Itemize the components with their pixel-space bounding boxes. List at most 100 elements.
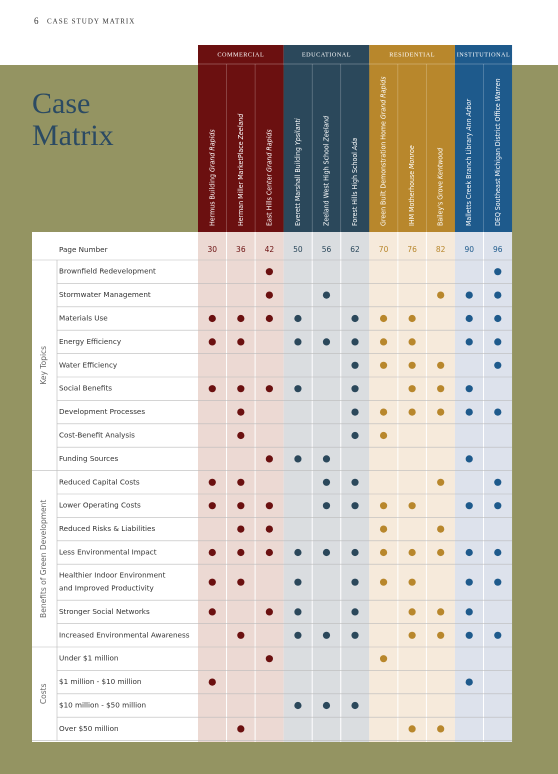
group-header [198,45,284,232]
column-header: Forest Hills High School Ada [351,138,359,226]
dot [379,502,388,510]
building-city: Monroe [408,145,416,169]
building-city: Ypsilanti [294,118,302,145]
dot [437,608,445,616]
dot [208,338,216,346]
dot [265,291,273,299]
dot [351,385,359,393]
row-label: Lower Operating Costs [59,501,141,510]
dot [237,408,245,416]
page-ref: 76 [407,245,417,254]
column-header: Green Built Demonstration Home Grand Rap… [380,76,388,226]
section-label: Benefits of Green Development [39,500,48,618]
row-label: Less Environmental Impact [59,548,157,557]
group-header [283,45,370,232]
dot [465,678,473,686]
building-name: Green Built Demonstration Home [380,121,388,226]
dot [208,385,216,393]
dot [408,631,416,639]
dot [465,338,473,346]
dot [237,338,245,346]
dot [465,291,473,299]
dot [437,525,445,533]
dot [265,314,273,323]
dot [294,338,302,346]
group-label: COMMERCIAL [217,51,264,58]
dot [351,361,359,369]
dot [237,525,245,533]
dot [208,548,216,557]
dot [465,314,473,323]
dot [294,314,302,323]
dot [494,502,502,510]
dot [494,361,502,369]
dot [294,385,302,393]
dot [237,548,245,557]
dot [379,408,388,416]
dot [351,608,359,616]
dot [208,608,216,616]
dot [408,578,416,586]
dot [494,314,502,323]
building-name: Malletts Creek Branch Library [465,132,473,226]
building-name: Everett Marshall Building [294,147,302,226]
dot [265,502,273,510]
dot [494,631,502,639]
dot [465,608,473,616]
dot [351,314,359,323]
row-label: Energy Efficiency [59,337,122,346]
dot [437,548,445,557]
dot [379,314,388,323]
column-header: Everett Marshall Building Ypsilanti [294,118,302,226]
building-name: DEQ Southeast Michigan District Office [494,103,502,226]
dot [437,291,445,299]
building-city: Grand Rapids [265,129,273,172]
group-label: RESIDENTIAL [389,51,435,58]
column-header: Zeeland West High School Zeeland [322,115,330,226]
dot [408,608,416,616]
group-label: EDUCATIONAL [302,51,351,58]
dot [322,291,331,299]
building-city: Ann Arbor [465,99,473,132]
dot [465,385,473,393]
column-header: Bailey's Grove Kentwood [437,147,445,226]
dot [265,455,273,463]
page-ref: 30 [208,245,218,254]
dot [408,338,416,346]
dot [237,314,245,323]
section-label: Key Topics [39,346,48,385]
row-label: Healthier Indoor Environment [59,571,166,580]
dot [294,455,302,463]
group-header [454,45,513,232]
dot [265,655,273,663]
dot [237,725,245,733]
dot [465,578,473,586]
dot [465,455,473,463]
row-label: Development Processes [59,407,145,416]
section-title: CASE STUDY MATRIX [47,18,135,26]
building-city: Zeeland [322,115,330,143]
dot [408,385,416,393]
building-name: Hermus Building [208,174,216,226]
dot [379,338,388,346]
page-ref: 50 [293,245,303,254]
dot [408,548,416,557]
column-header: East Hills Center Grand Rapids [265,129,273,226]
dot [494,578,502,586]
dot [322,631,331,639]
row-label: Materials Use [59,314,108,323]
dot [208,502,216,510]
dot [294,608,302,616]
dot [351,502,359,510]
dot [208,578,216,586]
dot [237,431,245,440]
dot [265,548,273,557]
building-name: Herman Miller MarketPlace [237,141,245,226]
dot [237,578,245,586]
dot [408,408,416,416]
building-city: Ada [351,138,359,151]
building-city: Grand Rapids [208,129,216,172]
page-ref: 70 [379,245,389,254]
building-name: Forest Hills High School [351,152,359,226]
